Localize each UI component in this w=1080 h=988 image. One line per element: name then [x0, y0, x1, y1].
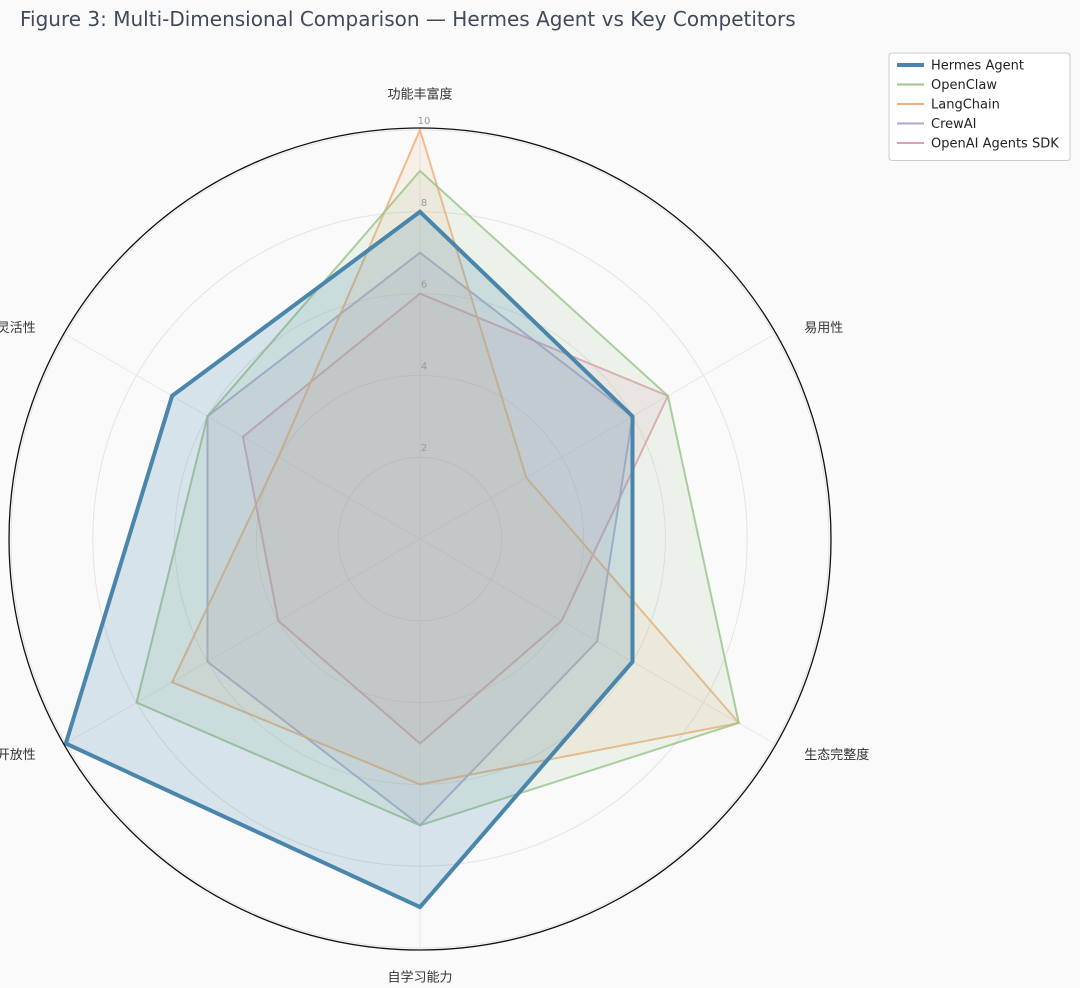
axis-label-1: 易用性 — [804, 321, 843, 336]
legend-box — [888, 52, 1071, 161]
legend: Hermes Agent OpenClaw LangChain CrewAI OpenA… — [888, 52, 1071, 161]
series-polygon-1 — [135, 169, 740, 827]
legend-label-2: LangChain — [931, 98, 1000, 113]
series-polygon-2 — [170, 127, 741, 786]
axis-label-4: 开放性 — [0, 748, 36, 763]
axis-label-0: 功能丰富度 — [387, 87, 452, 103]
radar-series — [63, 127, 741, 910]
legend-label-0: Hermes Agent — [931, 59, 1024, 74]
radar-frame — [8, 127, 832, 951]
axis-label-2: 生态完整度 — [804, 747, 869, 763]
grid-spoke — [419, 334, 775, 540]
tick-label-2: 2 — [421, 443, 427, 454]
grid-spoke — [65, 538, 421, 744]
radar-outer — [8, 127, 832, 951]
axis-label-3: 自学习能力 — [387, 970, 452, 986]
legend-label-1: OpenClaw — [931, 78, 997, 93]
tick-label-8: 8 — [421, 198, 427, 209]
axis-label-5: 部署灵活性 — [0, 321, 36, 336]
legend-label-4: OpenAI Agents SDK — [931, 137, 1059, 152]
tick-labels: 2 4 6 8 10 — [418, 116, 431, 454]
legend-label-3: CrewAI — [931, 117, 977, 132]
tick-label-4: 4 — [421, 361, 427, 372]
series-polygon-0 — [63, 209, 635, 910]
tick-label-10: 10 — [418, 116, 431, 127]
tick-label-6: 6 — [421, 280, 427, 291]
chart-title: Figure 3: Multi-Dimensional Comparison —… — [20, 7, 796, 31]
